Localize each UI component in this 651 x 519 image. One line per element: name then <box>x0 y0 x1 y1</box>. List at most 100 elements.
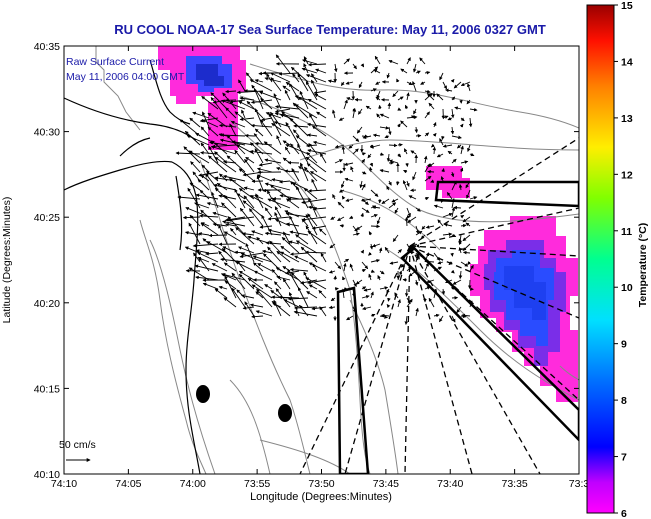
current-vector <box>339 224 345 228</box>
current-vector <box>370 269 375 273</box>
current-vector <box>271 123 291 137</box>
colorbar-tick-label: 11 <box>621 226 632 238</box>
current-vector <box>293 124 309 128</box>
current-vector <box>295 240 318 254</box>
current-vector <box>247 277 264 290</box>
current-vector <box>343 258 350 263</box>
current-vector <box>352 108 357 119</box>
current-vector <box>334 287 339 291</box>
current-vector <box>214 156 237 173</box>
current-vector <box>188 150 210 164</box>
current-vector <box>440 198 445 203</box>
y-tick-label: 40:15 <box>34 383 60 395</box>
radar-beam-lines <box>299 137 579 474</box>
current-vector <box>190 161 201 173</box>
current-vector <box>361 207 370 213</box>
current-vector <box>223 262 237 272</box>
map-plot-area <box>64 46 579 474</box>
colorbar-tick-label: 6 <box>621 508 627 519</box>
current-vector <box>460 160 469 164</box>
current-vector <box>345 198 354 202</box>
current-vector <box>456 144 462 149</box>
current-vector <box>307 279 327 285</box>
current-vector <box>243 186 255 191</box>
current-vector <box>451 158 457 164</box>
colorbar-tick-label: 12 <box>621 169 633 181</box>
current-vector <box>406 243 413 253</box>
current-vector <box>282 85 291 92</box>
current-vector <box>252 255 273 263</box>
current-vector <box>249 208 264 227</box>
current-vector <box>437 219 444 227</box>
current-vector <box>379 152 385 156</box>
current-vector <box>223 160 237 164</box>
current-vector <box>349 215 354 219</box>
current-vector <box>368 166 373 173</box>
current-vector <box>271 269 282 281</box>
current-vector <box>270 72 291 83</box>
current-vector <box>241 294 255 299</box>
surface-current-vectors <box>175 54 478 325</box>
current-vector <box>402 180 408 191</box>
current-vector <box>220 257 246 263</box>
current-vector <box>306 163 318 173</box>
current-vector <box>185 207 210 218</box>
current-vector <box>460 314 467 319</box>
current-vector <box>427 169 435 174</box>
current-vector <box>467 144 471 152</box>
current-vector <box>199 189 210 200</box>
current-vector <box>397 249 402 254</box>
current-vector <box>386 185 390 191</box>
current-vector <box>291 167 300 182</box>
current-vector <box>213 183 237 191</box>
colorbar <box>586 4 615 514</box>
current-vector <box>450 126 455 135</box>
current-vector <box>300 246 318 263</box>
current-vector <box>195 193 219 200</box>
current-vector <box>301 216 327 222</box>
current-vector <box>415 252 420 263</box>
map-title: RU COOL NOAA-17 Sea Surface Temperature:… <box>114 22 546 37</box>
current-vector <box>432 122 437 128</box>
current-vector <box>278 72 300 76</box>
current-vector <box>303 188 318 200</box>
current-vector <box>379 126 390 130</box>
current-vector <box>379 113 390 119</box>
current-vector <box>341 145 346 155</box>
current-vector <box>433 288 438 299</box>
current-vector <box>369 243 374 250</box>
current-vector <box>183 146 201 164</box>
current-vector <box>234 188 246 209</box>
current-vector <box>244 158 255 173</box>
current-vector <box>285 212 309 218</box>
current-vector <box>328 270 336 274</box>
current-vector <box>370 258 380 263</box>
current-vector <box>387 102 392 110</box>
current-vector <box>397 107 402 111</box>
y-axis-ticks: 40:35 40:30 40:25 40:20 40:15 40:10 <box>34 41 579 481</box>
current-vector <box>224 280 237 290</box>
current-vector <box>388 159 399 164</box>
current-vector <box>441 288 446 295</box>
current-vector <box>289 230 309 236</box>
current-vector <box>201 96 219 110</box>
current-vector <box>330 216 336 220</box>
current-vector <box>363 288 372 292</box>
current-vector <box>225 107 237 119</box>
current-vector <box>303 56 309 65</box>
current-vector <box>175 151 201 155</box>
current-vector <box>370 291 374 299</box>
current-vector <box>373 69 381 74</box>
colorbar-tick-label: 10 <box>621 282 633 294</box>
current-vector <box>406 57 411 65</box>
current-vector <box>451 207 456 218</box>
current-vector <box>469 300 473 308</box>
current-vector <box>200 174 210 182</box>
current-vector <box>289 117 309 137</box>
current-vector <box>343 262 347 272</box>
current-vector <box>359 180 363 189</box>
current-vector <box>211 263 228 272</box>
current-vector <box>254 141 273 146</box>
current-vector <box>458 238 462 245</box>
current-vector <box>445 88 453 93</box>
